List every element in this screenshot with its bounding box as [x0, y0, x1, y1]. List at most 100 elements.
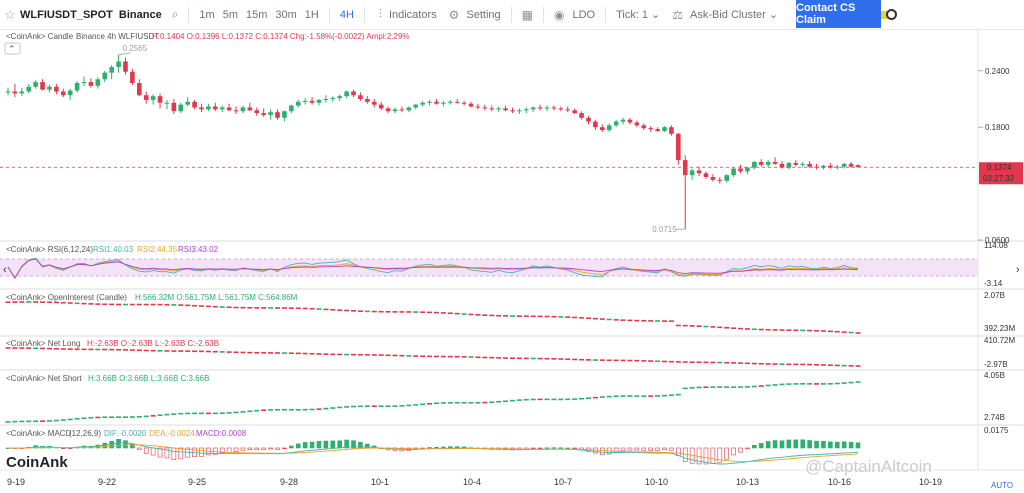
- macd-bar: [226, 447, 232, 453]
- macd-bar: [282, 447, 287, 449]
- chevron-down-icon: ⌄: [651, 9, 661, 21]
- slider-handle-right[interactable]: [886, 8, 898, 20]
- candle-body: [558, 108, 564, 110]
- macd-bar: [137, 447, 142, 450]
- time-tick-label: 9-28: [280, 477, 298, 487]
- candle-body: [199, 107, 204, 110]
- ldo-dropdown[interactable]: LDO: [568, 9, 599, 21]
- candle-body: [40, 82, 45, 90]
- candle-body: [406, 107, 412, 111]
- oi-legend-prefix: <CoinAnk> OpenInterest (Candle): [6, 293, 127, 302]
- candle-body: [662, 127, 667, 131]
- candle-body: [613, 121, 619, 126]
- candle-body: [392, 109, 398, 112]
- candle-legend-desc: Binance 4h WLFIUSDT: [76, 32, 159, 41]
- candle-body: [358, 95, 363, 99]
- candle-body: [157, 96, 163, 103]
- macd-bar: [323, 440, 329, 449]
- high-price-marker: [118, 52, 131, 56]
- macd-dif-legend: DIF:-0.0020: [104, 429, 147, 438]
- cluster-dropdown[interactable]: ⚖ Ask-Bid Cluster ⌄: [664, 8, 782, 22]
- candle-body: [475, 106, 481, 108]
- candle-body: [600, 127, 605, 131]
- macd-bar: [828, 441, 833, 449]
- candle-body: [696, 170, 702, 174]
- macd-bar: [275, 447, 280, 450]
- interval-4h[interactable]: 4H: [339, 8, 354, 21]
- candle-body: [772, 161, 778, 164]
- eye-icon[interactable]: ◉: [554, 7, 565, 22]
- macd-bar: [620, 447, 626, 452]
- candle-body: [793, 162, 799, 165]
- candle-body: [150, 96, 156, 100]
- macd-bar: [765, 441, 771, 449]
- candle-body: [171, 102, 177, 112]
- candle-body: [330, 98, 336, 100]
- interval-5m[interactable]: 5m: [222, 8, 238, 21]
- interval-1m[interactable]: 1m: [199, 8, 215, 21]
- candle-body: [192, 101, 197, 108]
- macd-bar: [268, 447, 273, 450]
- candle-body: [441, 102, 446, 104]
- candle-body: [676, 133, 681, 161]
- chevron-right-icon[interactable]: ›: [1016, 264, 1020, 276]
- rsi-legend-params: (6,12,24): [61, 245, 93, 254]
- interval-1h[interactable]: 1H: [304, 8, 319, 21]
- macd-bar: [441, 446, 446, 449]
- macd-bar: [330, 440, 336, 449]
- pane-dividers: [0, 30, 1024, 471]
- chart-area[interactable]: <CoinAnk> Candle Binance 4h WLFIUSDT H:0…: [0, 30, 1024, 493]
- macd-bar: [752, 445, 757, 449]
- macd-bar: [717, 447, 723, 463]
- setting-button[interactable]: ⚙ Setting: [441, 8, 505, 22]
- macd-bar: [351, 440, 356, 449]
- rsi-lines: [7, 257, 859, 279]
- interval-30m[interactable]: 30m: [275, 8, 297, 21]
- collapse-legend-button[interactable]: ⌃: [4, 42, 21, 55]
- macd-bar: [655, 447, 660, 451]
- macd-bar: [565, 447, 571, 449]
- net-long-series: [5, 347, 861, 367]
- macd-bar: [669, 447, 674, 451]
- indicators-button[interactable]: ⫶ Indicators: [371, 7, 441, 22]
- macd-bar: [703, 447, 709, 465]
- candle-body: [758, 161, 764, 165]
- candle-body: [233, 110, 239, 112]
- candle-body: [385, 108, 391, 112]
- macd-bar: [662, 447, 667, 450]
- search-icon[interactable]: ⌕: [171, 7, 179, 21]
- interval-15m[interactable]: 15m: [245, 8, 268, 21]
- netlong-legend-prefix: <CoinAnk> Net Long: [6, 339, 80, 348]
- symbol-name[interactable]: WLFIUSDT_SPOT: [20, 8, 113, 21]
- tick-dropdown[interactable]: Tick: 1 ⌄: [612, 8, 664, 22]
- candle-body: [627, 119, 633, 123]
- indicators-label: Indicators: [388, 8, 437, 21]
- time-axis: 9-19 9-22 9-25 9-28 10-1 10-4 10-7 10-10 10-13 10…: [7, 477, 942, 487]
- last-price-tag: 0.1374 03:27:32: [979, 162, 1023, 185]
- candle-body: [130, 71, 135, 84]
- netlong-y-tick-top: 410.72M: [984, 336, 1015, 345]
- price-tick-label: 0.0600: [985, 236, 1010, 245]
- oi-y-tick-top: 2.07B: [984, 291, 1005, 300]
- exchange-name[interactable]: Binance: [118, 8, 162, 21]
- star-icon[interactable]: ☆: [4, 6, 16, 22]
- layout-grid-icon[interactable]: ▦: [521, 7, 533, 22]
- time-tick-label: 10-19: [919, 477, 942, 487]
- high-price-label: 0.2565: [123, 44, 148, 53]
- candle-body: [143, 95, 149, 100]
- candle-body: [461, 102, 467, 104]
- toolbar-divider: [328, 6, 330, 23]
- auto-scale-button[interactable]: AUTO: [991, 481, 1013, 490]
- macd-bar: [800, 439, 806, 449]
- rsi-y-tick-top: 114.08: [984, 241, 1008, 250]
- cluster-label: Ask-Bid Cluster: [690, 8, 766, 21]
- time-tick-label: 9-22: [98, 477, 116, 487]
- candle-body: [510, 110, 515, 112]
- macd-bar: [724, 447, 729, 460]
- candle-body: [834, 166, 840, 168]
- contact-cs-claim-button[interactable]: Contact CS Claim: [796, 0, 881, 28]
- chevron-left-icon[interactable]: ‹: [3, 264, 7, 276]
- macd-bar: [199, 447, 204, 457]
- time-tick-label: 10-7: [554, 477, 572, 487]
- macd-bar: [434, 446, 439, 449]
